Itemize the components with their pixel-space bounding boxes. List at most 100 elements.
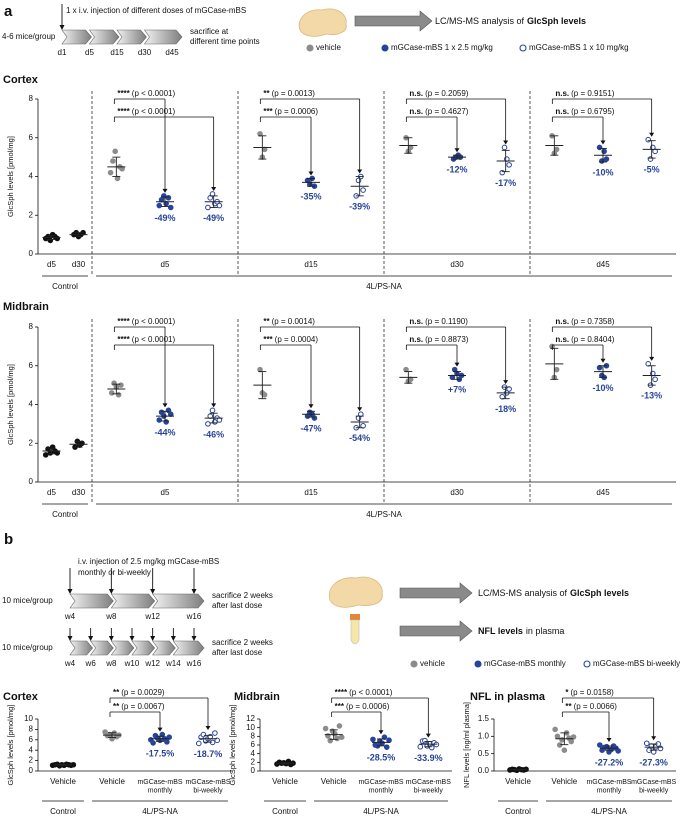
category-label: Vehicle (551, 777, 577, 786)
timepoint-label: w12 (144, 612, 160, 621)
y-tick-label: 2 (29, 210, 34, 219)
change-label: -49% (203, 213, 224, 223)
p-value: (p = 0.0066) (574, 702, 618, 711)
timepoint-label: d30 (138, 48, 152, 57)
timeline-segment (110, 640, 135, 656)
significance: *** (263, 335, 273, 344)
dose-arrow-head (191, 636, 197, 641)
timeline-segment (131, 640, 156, 656)
change-label: +7% (448, 385, 466, 395)
data-point (54, 235, 61, 242)
category-label: bi-weekly (193, 787, 223, 794)
data-point (386, 737, 392, 744)
dose-arrow-head (129, 636, 135, 641)
dose-arrow-head (191, 589, 197, 594)
chart-title: NFL in plasma (470, 691, 546, 703)
data-point (261, 392, 268, 398)
dose-arrow-head (67, 589, 73, 594)
category-label: d15 (304, 260, 318, 269)
y-tick-label: 6 (251, 740, 256, 749)
data-point (553, 366, 560, 373)
timepoint-label: w14 (165, 659, 181, 668)
dose-arrow-head (150, 636, 156, 641)
timeline-segment (172, 640, 205, 656)
comparison-arrow-head (162, 188, 168, 193)
comparison-label: ** (p = 0.0013) (263, 89, 315, 98)
y-tick-label: 10 (246, 723, 255, 732)
p-value: (p = 0.0004) (275, 335, 319, 344)
legend-label: vehicle (316, 43, 341, 52)
data-point (383, 744, 390, 750)
comparison-arrow-head (454, 148, 460, 153)
category-label: mGCase-mBS (586, 779, 631, 786)
category-label: d15 (304, 488, 318, 497)
process-arrow (399, 620, 473, 642)
category-label: Vehicle (505, 777, 531, 786)
change-label: -39% (349, 201, 370, 211)
timepoint-label: w16 (186, 612, 202, 621)
y-tick-label: 8 (251, 731, 256, 740)
significance: *** (263, 107, 273, 116)
group-label: Control (52, 510, 78, 519)
data-point (596, 144, 603, 151)
legend-label: mGCase-mBS monthly (484, 659, 566, 668)
group-label: 4L/PS-NA (366, 282, 402, 291)
y-axis-label: GlcSph levels [pmol/mg] (6, 705, 15, 786)
legend-marker (381, 44, 389, 52)
legend-label: mGCase-mBS 1 x 10 mg/kg (529, 43, 629, 52)
change-label: -35% (300, 192, 321, 202)
y-tick-label: 6 (29, 361, 34, 370)
change-label: -10% (592, 383, 613, 393)
comparison-arrow-head (649, 132, 655, 137)
chart-title: Midbrain (234, 691, 280, 703)
data-point (165, 195, 172, 201)
analysis-text: LC/MS-MS analysis of (478, 588, 568, 598)
y-tick-label: 8 (29, 322, 34, 331)
data-point (332, 730, 338, 737)
dose-arrow-head (108, 589, 114, 594)
y-axis-label: GlcSph levels [pmol/mg] (228, 705, 237, 786)
p-value: (p = 0.0067) (121, 702, 165, 711)
change-label: -54% (349, 433, 370, 443)
change-label: -28.5% (367, 753, 396, 763)
y-tick-label: 2 (29, 756, 34, 765)
comparison-label: n.s. (p = 0.8873) (409, 335, 468, 344)
y-axis-label: GlcSph levels [pmol/mg] (6, 364, 15, 445)
comparison-arrow-head (503, 140, 509, 145)
comparison-label: *** (p = 0.0006) (335, 702, 390, 711)
legend-marker (519, 44, 527, 52)
y-tick-label: 0.5 (478, 749, 490, 758)
category-label: monthly (597, 787, 622, 794)
data-point (338, 734, 345, 741)
data-point (163, 419, 169, 425)
comparison-arrow-head (308, 404, 314, 409)
dose-arrow-head (59, 25, 65, 30)
p-value: (p = 0.8873) (425, 335, 469, 344)
significance: ** (113, 702, 120, 711)
data-point (150, 740, 156, 746)
comparison-arrow-head (211, 403, 217, 408)
dose-arrow-head (67, 636, 73, 641)
data-point (164, 739, 170, 745)
y-tick-label: 4 (29, 745, 34, 754)
data-point (108, 390, 115, 396)
data-point (615, 748, 622, 754)
y-tick-label: 4 (29, 172, 34, 181)
timepoint-label: w12 (144, 659, 160, 668)
sacrifice-note: sacrifice 2 weeks (212, 638, 273, 647)
category-label: d5 (161, 260, 170, 269)
y-tick-label: 0 (29, 477, 34, 486)
analysis-note: NFL levels in plasma (478, 626, 564, 636)
data-point (42, 452, 49, 458)
y-tick-label: 0 (29, 766, 34, 775)
y-tick-label: 2 (29, 438, 34, 447)
data-point (370, 736, 376, 743)
category-label: mGCase-mBS (406, 779, 451, 786)
y-axis-label: NFL levels [ng/ml plasma] (462, 702, 471, 788)
comparison-label: **** (p < 0.0001) (117, 317, 175, 326)
category-label: bi-weekly (414, 787, 444, 794)
data-point (501, 144, 508, 151)
comparison-label: ** (p = 0.0066) (565, 702, 617, 711)
change-label: -18.7% (194, 749, 223, 759)
data-point (597, 742, 603, 748)
